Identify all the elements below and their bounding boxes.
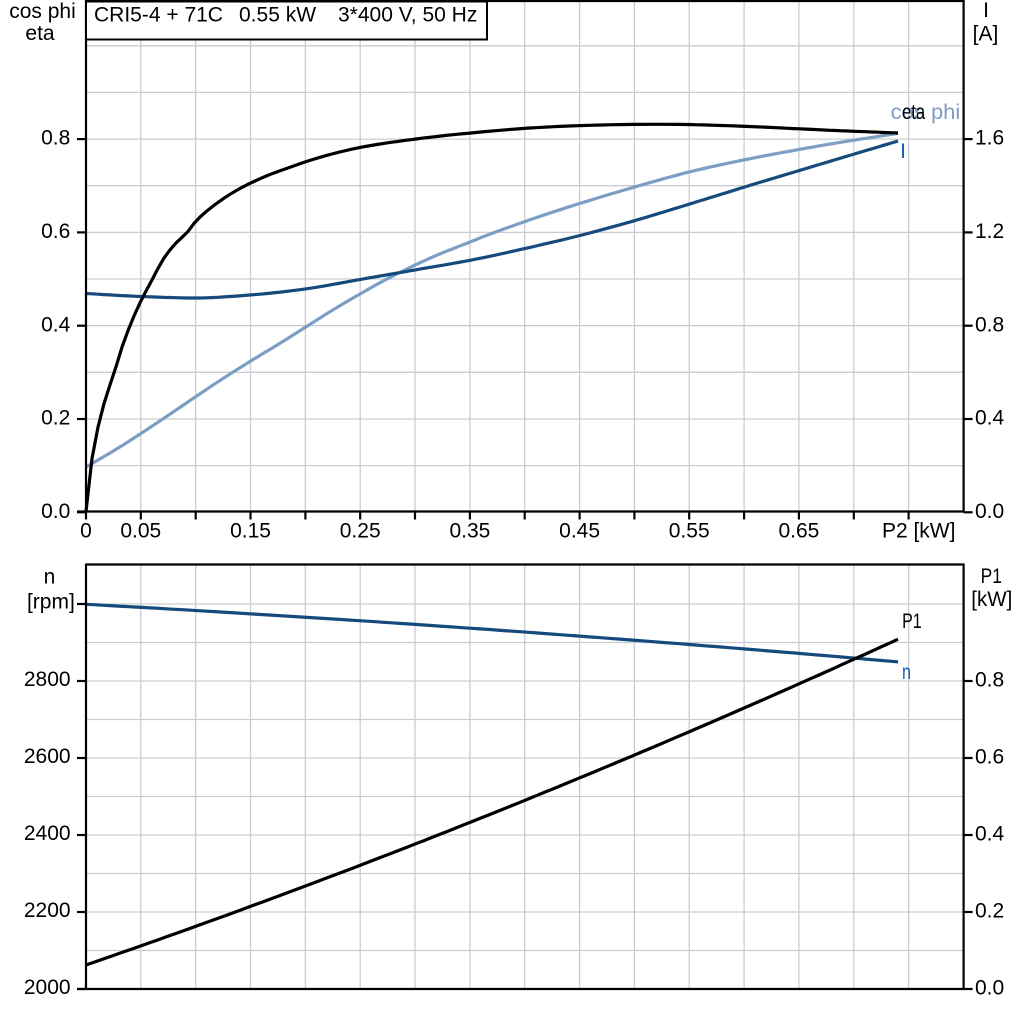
svg-text:0.2: 0.2 xyxy=(41,407,70,430)
svg-text:0.0: 0.0 xyxy=(975,500,1004,523)
svg-text:eta: eta xyxy=(25,22,55,45)
svg-text:0.4: 0.4 xyxy=(975,407,1005,430)
svg-text:0.6: 0.6 xyxy=(975,746,1004,769)
svg-text:0.4: 0.4 xyxy=(975,823,1005,846)
svg-text:n: n xyxy=(902,661,911,684)
svg-text:0.45: 0.45 xyxy=(559,520,600,543)
svg-text:2400: 2400 xyxy=(24,822,71,845)
svg-text:0.8: 0.8 xyxy=(975,669,1004,692)
svg-text:0.55 kW: 0.55 kW xyxy=(239,4,316,27)
svg-text:2000: 2000 xyxy=(24,976,71,999)
svg-text:n: n xyxy=(44,565,56,588)
svg-text:0.0: 0.0 xyxy=(975,977,1004,1000)
svg-text:[kW]: [kW] xyxy=(971,588,1012,611)
svg-text:2600: 2600 xyxy=(24,745,71,768)
svg-text:0.65: 0.65 xyxy=(778,520,819,543)
svg-text:1.6: 1.6 xyxy=(975,127,1004,150)
svg-text:I: I xyxy=(983,0,989,22)
svg-text:0: 0 xyxy=(80,520,92,543)
svg-text:2800: 2800 xyxy=(24,668,71,691)
svg-text:1.2: 1.2 xyxy=(975,220,1004,243)
svg-text:P2 [kW]: P2 [kW] xyxy=(882,520,956,543)
svg-text:0.0: 0.0 xyxy=(41,500,70,523)
svg-text:0.25: 0.25 xyxy=(340,520,381,543)
svg-text:2200: 2200 xyxy=(24,899,71,922)
svg-text:0.2: 0.2 xyxy=(975,900,1004,923)
svg-text:[A]: [A] xyxy=(973,22,999,45)
svg-text:cos phi: cos phi xyxy=(891,101,961,124)
svg-text:CRI5-4 + 71C: CRI5-4 + 71C xyxy=(94,4,223,27)
svg-text:0.4: 0.4 xyxy=(41,313,71,336)
svg-text:eta: eta xyxy=(902,101,925,124)
svg-text:0.55: 0.55 xyxy=(669,520,710,543)
svg-text:P1: P1 xyxy=(902,610,922,633)
svg-text:[rpm]: [rpm] xyxy=(27,590,75,613)
svg-text:cos phi: cos phi xyxy=(9,0,76,23)
svg-text:0.6: 0.6 xyxy=(41,220,70,243)
svg-text:0.05: 0.05 xyxy=(120,520,161,543)
svg-text:I: I xyxy=(900,140,906,163)
svg-text:0.8: 0.8 xyxy=(41,127,70,150)
svg-text:3*400 V, 50 Hz: 3*400 V, 50 Hz xyxy=(338,4,477,27)
svg-text:0.8: 0.8 xyxy=(975,313,1004,336)
svg-text:0.15: 0.15 xyxy=(230,520,271,543)
svg-text:P1: P1 xyxy=(981,565,1002,588)
svg-text:0.35: 0.35 xyxy=(449,520,490,543)
